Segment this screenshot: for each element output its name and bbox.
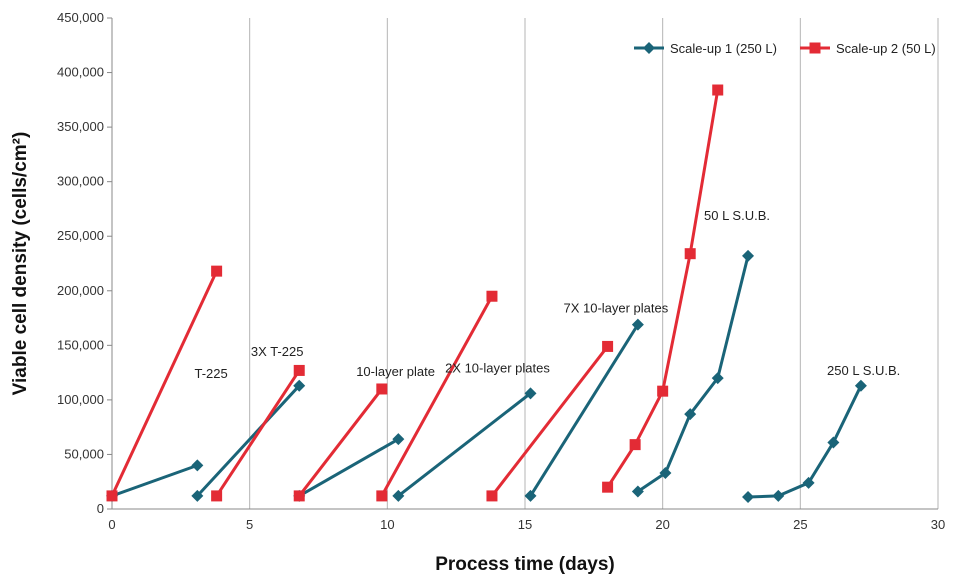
square-marker: [486, 290, 498, 302]
y-tick-label: 300,000: [57, 174, 104, 189]
diamond-marker: [659, 466, 672, 479]
legend-label: Scale-up 2 (50 L): [836, 41, 936, 56]
diamond-marker: [631, 318, 644, 331]
series-line: [397, 392, 532, 498]
x-tick-label: 20: [655, 517, 669, 532]
diamond-marker: [191, 459, 204, 472]
diamond-marker: [191, 489, 204, 502]
square-marker: [684, 248, 696, 260]
x-axis-title: Process time (days): [435, 554, 615, 575]
annotation-label: 50 L S.U.B.: [704, 208, 770, 223]
diamond-marker: [742, 490, 755, 503]
square-marker: [629, 439, 641, 451]
annotation-label: 250 L S.U.B.: [827, 363, 900, 378]
square-marker: [602, 340, 614, 352]
series-line: [747, 385, 863, 499]
square-marker: [809, 42, 821, 54]
annotation-label: T-225: [194, 366, 227, 381]
axes: 0 5 10 15 20 25 30 0 50,000 100,000 150,000 200,000…: [57, 10, 945, 532]
square-marker: [293, 490, 305, 502]
diamond-marker: [524, 489, 537, 502]
diamond-marker: [392, 489, 405, 502]
diamond-marker: [711, 372, 724, 385]
legend: Scale-up 1 (250 L) Scale-up 2 (50 L): [634, 41, 936, 56]
series-line: [529, 323, 640, 497]
diamond-marker: [772, 489, 785, 502]
square-marker: [712, 84, 724, 96]
diamond-marker: [643, 42, 655, 54]
annotation-label: 3X T-225: [251, 344, 304, 359]
series-line: [111, 463, 198, 498]
diamond-marker: [293, 379, 306, 392]
x-tick-label: 5: [246, 517, 253, 532]
square-marker: [602, 481, 614, 493]
y-tick-label: 250,000: [57, 228, 104, 243]
y-tick-label: 150,000: [57, 337, 104, 352]
y-tick-label: 50,000: [64, 446, 104, 461]
y-axis-title: Viable cell density (cells/cm²): [10, 132, 31, 396]
x-tick-label: 30: [931, 517, 945, 532]
legend-item: Scale-up 1 (250 L): [634, 41, 777, 56]
diamond-marker: [524, 387, 537, 400]
y-tick-label: 100,000: [57, 392, 104, 407]
annotations: T-225 3X T-225 10-layer plate 2X 10-layer p…: [194, 208, 900, 381]
series-lines: [106, 84, 867, 503]
square-marker: [293, 364, 305, 376]
series-2: [106, 84, 724, 502]
series-line: [215, 369, 301, 497]
x-tick-label: 15: [518, 517, 532, 532]
legend-item: Scale-up 2 (50 L): [800, 41, 936, 56]
diamond-marker: [802, 476, 815, 489]
square-marker: [486, 490, 498, 502]
annotation-label: 2X 10-layer plates: [445, 361, 550, 376]
y-tick-label: 200,000: [57, 283, 104, 298]
series-line: [637, 255, 750, 493]
y-tick-label: 350,000: [57, 119, 104, 134]
diamond-marker: [827, 436, 840, 449]
series-line: [298, 437, 400, 498]
square-marker: [211, 265, 223, 277]
series-line: [490, 345, 609, 497]
legend-label: Scale-up 1 (250 L): [670, 41, 777, 56]
annotation-label: 10-layer plate: [356, 364, 435, 379]
series-line: [298, 388, 384, 497]
series-line: [380, 295, 494, 497]
y-tick-label: 450,000: [57, 10, 104, 25]
series-line: [196, 384, 301, 497]
annotation-label: 7X 10-layer plates: [563, 301, 668, 316]
series-1: [106, 249, 867, 503]
series-line: [110, 270, 218, 497]
y-tick-label: 400,000: [57, 65, 104, 80]
diamond-marker: [631, 485, 644, 498]
x-tick-label: 25: [793, 517, 807, 532]
diamond-marker: [854, 379, 867, 392]
square-marker: [657, 385, 669, 397]
gridlines: [111, 18, 939, 509]
diamond-marker: [684, 408, 697, 421]
diamond-marker: [392, 433, 405, 446]
square-marker: [211, 490, 223, 502]
x-tick-label: 0: [108, 517, 115, 532]
square-marker: [106, 490, 118, 502]
square-marker: [376, 383, 388, 395]
x-tick-label: 10: [380, 517, 394, 532]
square-marker: [376, 490, 388, 502]
y-tick-label: 0: [97, 501, 104, 516]
diamond-marker: [742, 249, 755, 262]
